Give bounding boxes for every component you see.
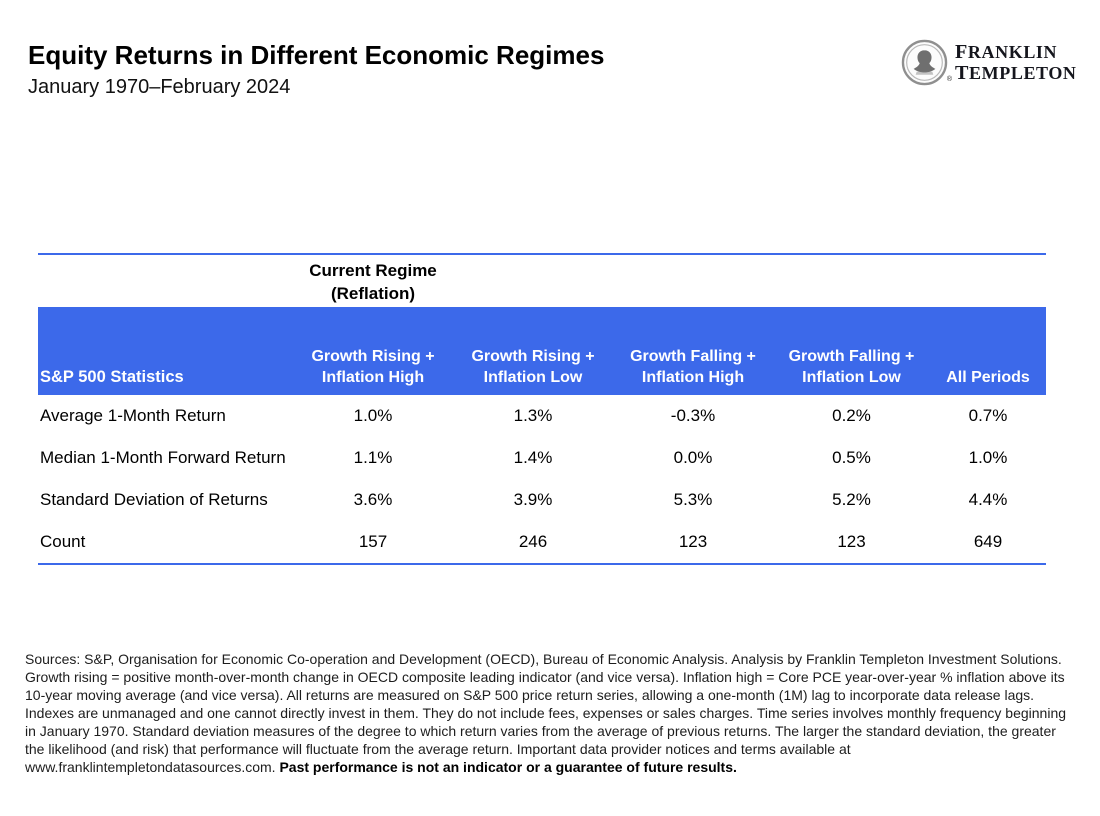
table-cell: 123 [678, 532, 708, 551]
table-row-count: Count 157 246 123 123 649 [38, 521, 1046, 563]
column-header-growth-falling-inflation-low: Growth Falling + Inflation Low [788, 348, 915, 386]
table-cell: 1.4% [513, 448, 553, 467]
footnote-disclaimer-bold: Past performance is not an indicator or … [275, 759, 737, 775]
column-header-all-periods: All Periods [946, 369, 1030, 386]
table-cell: 246 [518, 532, 548, 551]
table-cell: 649 [973, 532, 1003, 551]
table-cell: 3.9% [513, 490, 553, 509]
column-header-growth-falling-inflation-high: Growth Falling + Inflation High [630, 348, 756, 386]
franklin-portrait-coin-icon: ® [901, 39, 952, 86]
logo-word-templeton: Templeton [955, 61, 1077, 84]
table-cell: 5.2% [832, 490, 871, 509]
regime-returns-table: Current Regime (Reflation) S&P 500 Stati… [38, 253, 1046, 565]
table-cell: 1.1% [353, 448, 393, 467]
table-body: Average 1-Month Return 1.0% 1.3% -0.3% 0… [38, 395, 1046, 565]
row-label: Standard Deviation of Returns [40, 490, 268, 509]
table-cell: 123 [837, 532, 866, 551]
table-cell: 1.3% [513, 406, 553, 425]
row-label: Median 1-Month Forward Return [40, 448, 286, 467]
sources-footnote: Sources: S&P, Organisation for Economic … [25, 650, 1069, 776]
page-subtitle: January 1970–February 2024 [28, 76, 291, 98]
table-cell: 157 [358, 532, 388, 551]
page-title: Equity Returns in Different Economic Reg… [28, 40, 605, 70]
row-label: Count [40, 532, 86, 551]
title-block: Equity Returns in Different Economic Reg… [28, 40, 604, 100]
table-header-row: S&P 500 Statistics Growth Rising + Infla… [38, 307, 1046, 395]
table-cell: 0.0% [673, 448, 713, 467]
franklin-templeton-logo: ® Franklin Templeton [901, 39, 1077, 86]
table-cell: 1.0% [353, 406, 393, 425]
table-row-median-forward-return: Median 1-Month Forward Return 1.1% 1.4% … [38, 437, 1046, 479]
row-label: Average 1-Month Return [40, 406, 226, 425]
table-cell: 0.2% [832, 406, 871, 425]
table-cell: 0.5% [832, 448, 871, 467]
logo-word-franklin: Franklin [955, 41, 1058, 63]
column-header-statistics: S&P 500 Statistics [40, 368, 184, 386]
table-cell: 3.6% [353, 490, 393, 509]
footnote-text: Sources: S&P, Organisation for Economic … [25, 651, 1067, 775]
registered-trademark-icon: ® [946, 76, 952, 83]
column-header-growth-rising-inflation-low: Growth Rising + Inflation Low [471, 348, 595, 386]
table-cell: -0.3% [670, 406, 716, 425]
column-header-growth-rising-inflation-high: Growth Rising + Inflation High [311, 348, 435, 386]
table-row-standard-deviation: Standard Deviation of Returns 3.6% 3.9% … [38, 479, 1046, 521]
current-regime-row: Current Regime (Reflation) [38, 253, 1046, 307]
table-row-average-return: Average 1-Month Return 1.0% 1.3% -0.3% 0… [38, 395, 1046, 437]
table-cell: 4.4% [968, 490, 1008, 509]
table-cell: 0.7% [968, 406, 1008, 425]
current-regime-label: Current Regime (Reflation) [309, 261, 437, 303]
table-cell: 5.3% [673, 490, 713, 509]
table-cell: 1.0% [968, 448, 1008, 467]
logo-wordmark: Franklin Templeton [955, 42, 1077, 83]
